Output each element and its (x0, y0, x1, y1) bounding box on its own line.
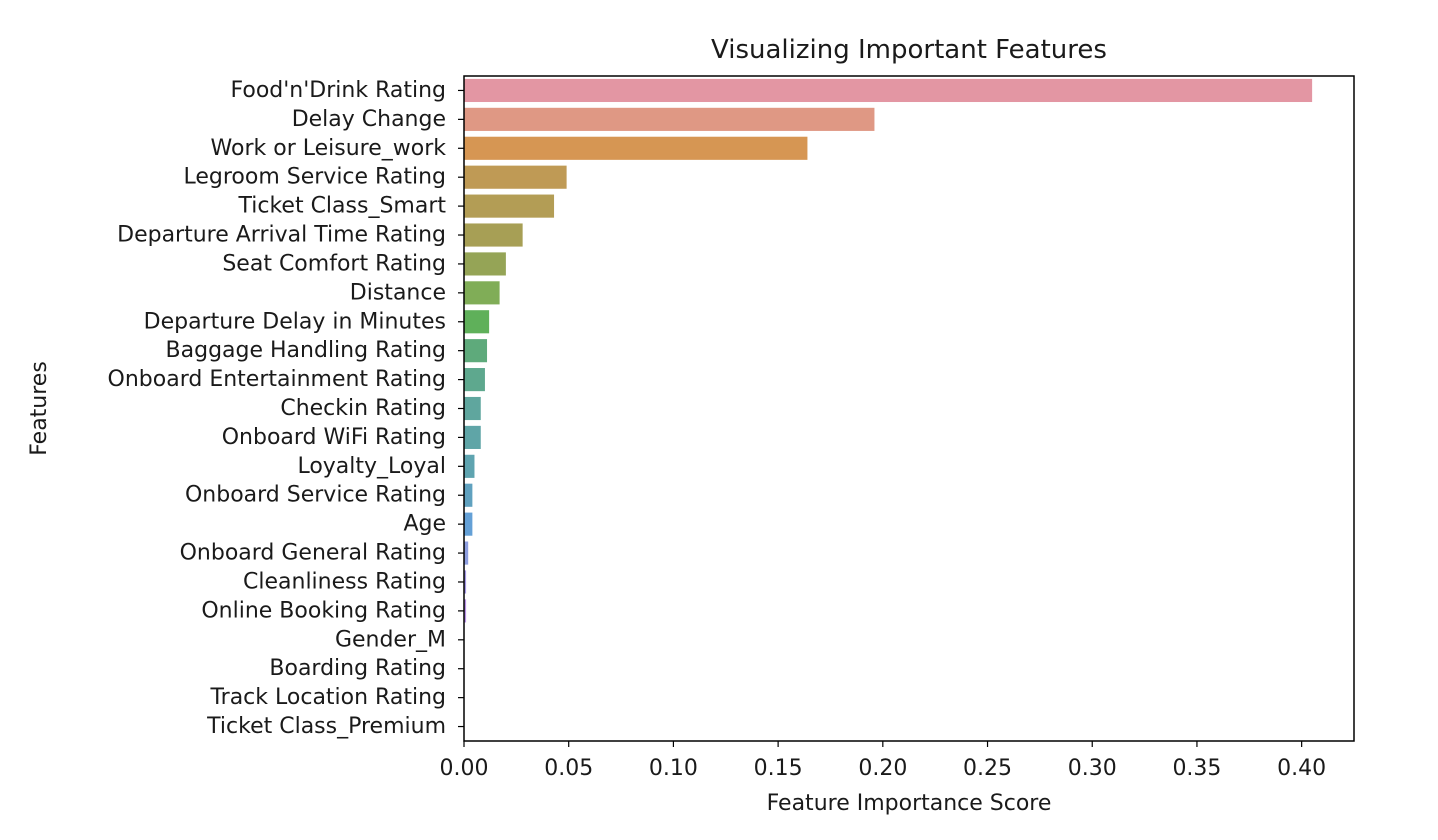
y-tick-label: Onboard General Rating (180, 541, 446, 566)
bar (464, 223, 523, 247)
x-tick-label: 0.35 (1172, 756, 1221, 781)
x-tick-label: 0.15 (754, 756, 803, 781)
x-tick-label: 0.20 (858, 756, 907, 781)
x-axis-label: Feature Importance Score (767, 791, 1052, 816)
y-axis-label: Features (27, 361, 52, 456)
bar (464, 368, 485, 392)
bar (464, 483, 473, 507)
y-tick-label: Departure Arrival Time Rating (117, 223, 446, 248)
y-tick-label: Baggage Handling Rating (166, 338, 446, 363)
x-tick-label: 0.00 (440, 756, 489, 781)
y-tick-label: Food'n'Drink Rating (231, 78, 447, 103)
y-ticks-layer: Food'n'Drink Rating Delay Change Work or L… (108, 78, 464, 739)
x-tick-label: 0.25 (963, 756, 1012, 781)
y-tick-label: Boarding Rating (269, 656, 446, 681)
y-tick-label: Track Location Rating (209, 685, 446, 710)
bar (464, 454, 475, 478)
y-tick-label: Ticket Class_Premium (206, 714, 446, 739)
y-tick-label: Loyalty_Loyal (297, 454, 446, 479)
y-tick-label: Onboard Entertainment Rating (108, 367, 446, 392)
bar (464, 599, 467, 623)
bars-layer (464, 78, 1313, 623)
bar (464, 194, 555, 218)
y-tick-label: Delay Change (292, 107, 446, 132)
bar (464, 570, 467, 594)
x-tick-label: 0.30 (1068, 756, 1117, 781)
y-tick-label: Work or Leisure_work (211, 136, 447, 161)
x-tick-label: 0.10 (649, 756, 698, 781)
bar (464, 339, 488, 363)
bar (464, 136, 808, 160)
x-ticks-layer: 0.00 0.05 0.10 0.15 0.20 0.25 0.30 0.35 0.40 (440, 741, 1326, 781)
chart-title: Visualizing Important Features (711, 35, 1107, 65)
y-tick-label: Departure Delay in Minutes (144, 309, 446, 334)
bar (464, 396, 481, 421)
bar (464, 165, 567, 189)
y-tick-label: Seat Comfort Rating (222, 251, 446, 276)
x-tick-label: 0.05 (544, 756, 593, 781)
y-tick-label: Distance (350, 280, 446, 305)
y-tick-label: Onboard Service Rating (185, 483, 446, 508)
bar (464, 107, 875, 131)
y-tick-label: Age (403, 512, 446, 537)
y-tick-label: Gender_M (335, 627, 446, 652)
plot-frame (463, 75, 1355, 742)
bar (464, 310, 490, 334)
y-tick-label: Online Booking Rating (201, 598, 446, 623)
y-tick-label: Ticket Class_Smart (237, 194, 446, 219)
bar (464, 425, 481, 449)
x-tick-label: 0.40 (1277, 756, 1326, 781)
y-tick-label: Onboard WiFi Rating (222, 425, 446, 450)
bar (464, 512, 473, 536)
bar (464, 78, 1313, 103)
bar (464, 252, 506, 276)
bar (464, 281, 500, 305)
bar (464, 541, 469, 565)
y-tick-label: Cleanliness Rating (243, 569, 446, 594)
y-tick-label: Legroom Service Rating (183, 165, 446, 190)
y-tick-label: Checkin Rating (280, 396, 446, 421)
